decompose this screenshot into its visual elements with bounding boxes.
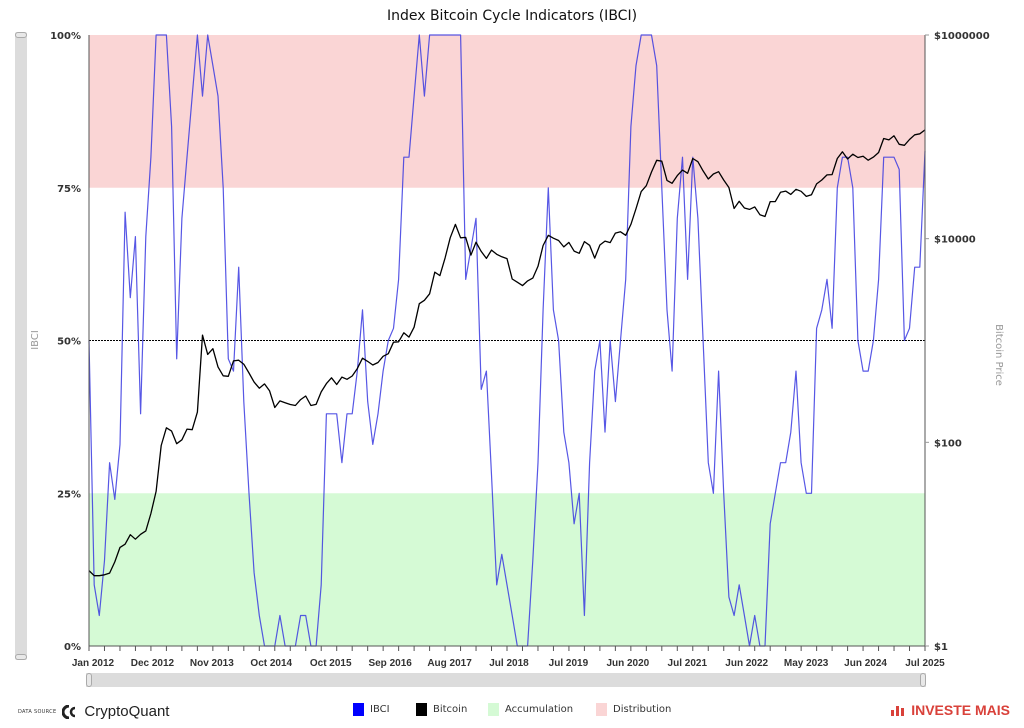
series-line-ibci [88, 34, 926, 647]
legend-swatch-ibci [353, 703, 364, 716]
legend-item-distribution[interactable]: Distribution [596, 703, 671, 716]
scroll-handle-top[interactable] [15, 32, 27, 38]
x-tick-label: Sep 2016 [368, 658, 412, 669]
y-right-tick-label: $10000 [934, 235, 976, 246]
scroll-handle-left[interactable] [86, 673, 92, 687]
x-tick-label: Jul 2021 [668, 658, 708, 669]
investe-mais-icon [891, 706, 905, 716]
y-left-tick-label: 50% [57, 337, 81, 348]
y-right-tick-label: $1 [934, 642, 948, 653]
legend-label-bitcoin: Bitcoin [433, 704, 468, 715]
y-right-tick-label: $1000000 [934, 31, 990, 42]
cryptoquant-logo-icon [62, 704, 76, 719]
vertical-scrollbar[interactable] [15, 32, 27, 660]
x-tick-label: Oct 2014 [250, 658, 292, 669]
investe-mais-logo: INVESTE MAIS [890, 702, 1010, 718]
legend-label-ibci: IBCI [370, 704, 390, 715]
legend-item-accumulation[interactable]: Accumulation [488, 703, 573, 716]
legend-swatch-distribution [596, 703, 607, 716]
legend: IBCI Bitcoin Accumulation Distribution [0, 703, 1024, 721]
y-left-tick-label: 0% [64, 642, 81, 653]
x-tick-label: Jul 2025 [905, 658, 945, 669]
legend-item-ibci[interactable]: IBCI [353, 703, 390, 716]
chart-svg: 0% 25% 50% 75% 100% $1 $100 $10000 $1000000 Jan 2… [30, 31, 1004, 669]
legend-swatch-bitcoin [416, 703, 427, 716]
brand-name: INVESTE MAIS [911, 702, 1010, 718]
horizontal-scrollbar[interactable] [86, 673, 926, 687]
data-source-label: DATA SOURCE [18, 708, 57, 715]
legend-label-distribution: Distribution [613, 704, 672, 715]
chart-title: Index Bitcoin Cycle Indicators (IBCI) [386, 8, 638, 24]
y-left-tick-label: 100% [50, 31, 81, 42]
cryptoquant-logo: CryptoQuant [84, 703, 170, 720]
x-tick-label: May 2023 [784, 658, 829, 669]
legend-item-bitcoin[interactable]: Bitcoin [416, 703, 467, 716]
x-tick-label: Jan 2012 [72, 658, 115, 669]
y-right-tick-label: $100 [934, 438, 962, 449]
scroll-handle-right[interactable] [920, 673, 926, 687]
x-tick-label: Dec 2012 [131, 658, 175, 669]
scroll-handle-bottom[interactable] [15, 654, 27, 660]
x-tick-label: Aug 2017 [427, 658, 472, 669]
series-line-bitcoin [88, 129, 926, 577]
x-tick-label: Jun 2024 [844, 658, 887, 669]
legend-swatch-accumulation [488, 703, 499, 716]
x-tick-label: Nov 2013 [190, 658, 234, 669]
legend-label-accumulation: Accumulation [505, 704, 574, 715]
y-left-axis-title: IBCI [30, 330, 41, 350]
data-source: DATA SOURCE CryptoQuant [18, 703, 169, 720]
x-tick-label: Oct 2015 [310, 658, 352, 669]
x-tick-label: Jun 2020 [606, 658, 649, 669]
zone-accumulation [89, 493, 925, 646]
y-left-tick-label: 25% [57, 489, 81, 500]
y-right-axis-title: Bitcoin Price [993, 324, 1004, 386]
x-tick-label: Jul 2019 [549, 658, 589, 669]
y-left-tick-label: 75% [57, 184, 81, 195]
x-tick-label: Jun 2022 [725, 658, 768, 669]
zone-distribution [89, 35, 925, 188]
x-tick-label: Jul 2018 [489, 658, 529, 669]
